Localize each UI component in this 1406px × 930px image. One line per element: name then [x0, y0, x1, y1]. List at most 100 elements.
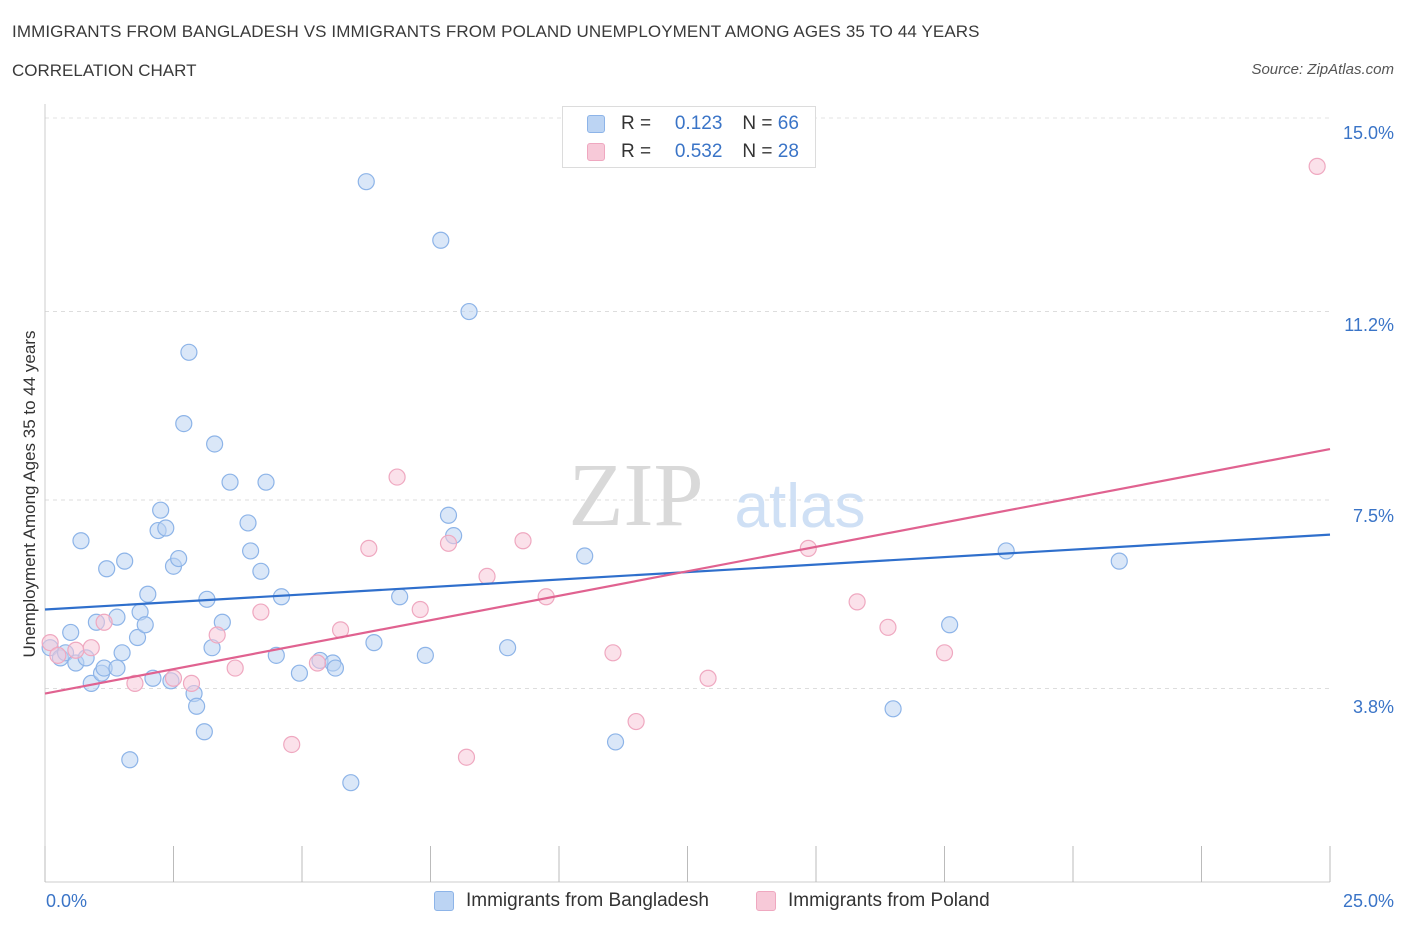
bottom-legend-label-poland: Immigrants from Poland — [788, 890, 990, 911]
data-point — [283, 735, 301, 754]
y-axis-label: Unemployment Among Ages 35 to 44 years — [20, 330, 39, 658]
trend-line-poland — [44, 447, 1331, 695]
data-point — [365, 634, 383, 652]
axes — [44, 104, 1331, 883]
data-point — [699, 669, 717, 687]
data-point — [514, 532, 532, 550]
bottom-legend-swatch-bangladesh — [434, 891, 454, 911]
correlation-legend: R = 0.123 N = 66 R = 0.532 N = 28 — [562, 106, 816, 168]
data-point — [239, 514, 257, 532]
data-point — [252, 603, 270, 621]
data-point — [62, 623, 80, 642]
y-tick-label-7-5: 7.5% — [1352, 506, 1394, 526]
data-point — [360, 539, 378, 557]
data-point — [411, 600, 429, 619]
data-point — [439, 506, 458, 524]
data-point — [388, 468, 406, 486]
x-tick-label-min: 0.0% — [46, 891, 88, 911]
legend-n-value-poland: 28 — [777, 141, 799, 162]
data-point — [67, 641, 85, 659]
data-point — [460, 302, 478, 321]
data-point — [416, 646, 434, 664]
bottom-legend-swatch-poland — [756, 891, 776, 911]
source-credit: Source: ZipAtlas.com — [1251, 61, 1394, 78]
data-point — [457, 748, 476, 766]
data-point — [226, 659, 244, 677]
data-point — [432, 231, 450, 249]
data-point — [935, 644, 954, 662]
data-point — [128, 628, 147, 647]
data-point — [1308, 157, 1326, 175]
trend-lines — [44, 447, 1331, 695]
data-point — [257, 473, 275, 491]
data-point — [997, 542, 1015, 560]
data-point — [342, 774, 360, 792]
legend-swatch-poland — [587, 143, 605, 161]
data-point — [604, 644, 622, 662]
data-point — [98, 560, 116, 578]
data-point — [576, 547, 594, 565]
data-point — [108, 659, 126, 677]
data-point — [606, 733, 625, 751]
data-point — [221, 473, 239, 491]
chart-title: IMMIGRANTS FROM BANGLADESH VS IMMIGRANTS… — [12, 22, 980, 41]
data-point — [242, 542, 260, 560]
data-point — [884, 700, 902, 718]
legend-r-label: R = — [621, 141, 652, 162]
data-point — [848, 593, 866, 611]
legend-row-poland: R = 0.532 N = 28 — [587, 140, 799, 164]
data-point — [164, 669, 183, 687]
data-point — [252, 562, 270, 580]
legend-n-label: N = — [742, 141, 773, 162]
data-point — [82, 639, 100, 657]
data-point — [188, 697, 206, 715]
data-point — [879, 618, 897, 636]
data-point — [72, 532, 90, 550]
legend-n-label: N = — [742, 113, 773, 134]
watermark-atlas: atlas — [735, 472, 866, 541]
data-point — [478, 567, 496, 586]
data-point — [206, 435, 224, 453]
data-point — [139, 585, 157, 603]
watermark-zip: ZIP — [569, 446, 704, 545]
legend-r-label: R = — [621, 113, 652, 134]
data-point — [308, 654, 327, 672]
data-point — [391, 588, 409, 606]
y-tick-label-15-0: 15.0% — [1342, 123, 1394, 143]
data-point — [95, 613, 113, 631]
data-point — [157, 519, 175, 537]
data-point — [113, 644, 131, 662]
legend-r-value-bangladesh: 0.123 — [674, 113, 723, 134]
chart-subtitle: CORRELATION CHART — [12, 61, 197, 80]
data-point — [627, 712, 645, 731]
data-point — [439, 534, 458, 552]
bottom-legend-label-bangladesh: Immigrants from Bangladesh — [466, 890, 709, 911]
series-bangladesh-points — [41, 173, 1128, 792]
data-point — [136, 616, 154, 634]
bottom-legend-bangladesh: Immigrants from Bangladesh — [434, 890, 709, 912]
data-point — [49, 646, 67, 664]
data-point — [208, 626, 226, 644]
data-point — [121, 751, 139, 769]
data-point — [182, 674, 201, 692]
data-point — [152, 501, 170, 519]
data-point — [326, 659, 345, 677]
data-point — [116, 552, 134, 570]
legend-r-value-poland: 0.532 — [674, 141, 723, 162]
x-tick-label-max: 25.0% — [1342, 891, 1394, 911]
data-point — [180, 343, 198, 361]
legend-n-value-bangladesh: 66 — [777, 113, 799, 134]
data-point — [41, 634, 59, 652]
legend-row-bangladesh: R = 0.123 N = 66 — [587, 112, 799, 136]
watermark: ZIP atlas — [569, 446, 866, 545]
data-point — [170, 549, 188, 568]
y-tick-label-3-8: 3.8% — [1352, 697, 1394, 717]
data-point — [175, 415, 193, 433]
data-point — [941, 616, 959, 634]
bottom-legend-poland: Immigrants from Poland — [756, 890, 990, 912]
data-point — [499, 639, 517, 657]
grid-lines — [45, 117, 1330, 689]
data-point — [290, 664, 309, 682]
data-point — [357, 173, 375, 191]
